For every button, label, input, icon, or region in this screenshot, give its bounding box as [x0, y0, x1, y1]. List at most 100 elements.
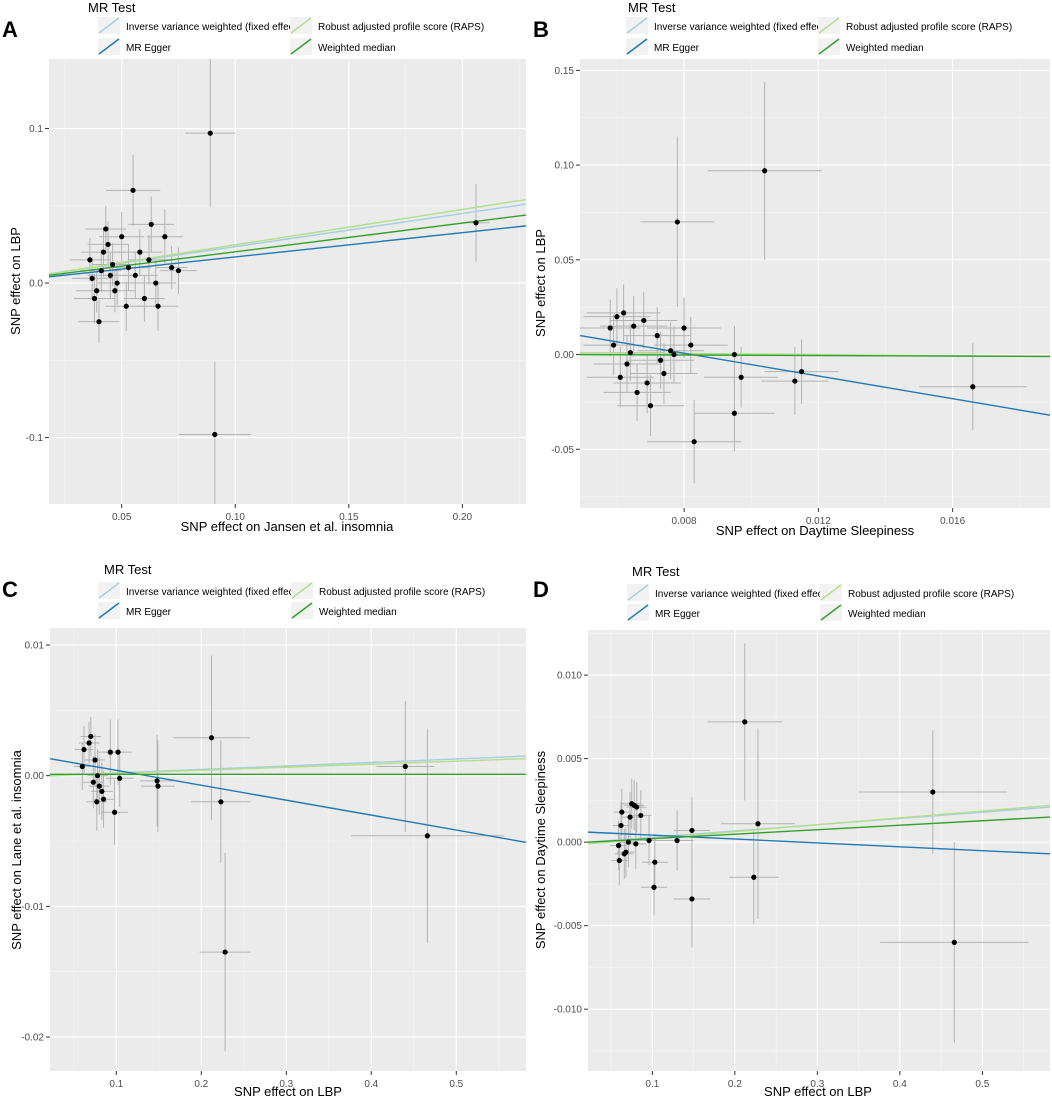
data-point: [617, 374, 623, 380]
data-point: [668, 348, 674, 354]
data-point: [930, 789, 936, 795]
data-point: [114, 280, 120, 286]
x-tick-label: 0.016: [940, 516, 965, 527]
legend-label-ivw: Inverse variance weighted (fixed effects…: [654, 22, 833, 33]
panel-label: B: [533, 17, 549, 42]
x-axis-label: SNP effect on Daytime Sleepiness: [716, 523, 915, 538]
data-point: [103, 226, 109, 232]
data-point: [222, 949, 228, 955]
legend-label-egger: MR Egger: [655, 609, 701, 620]
legend-swatch-wmedian: [820, 604, 842, 621]
legend-swatch-raps: [818, 17, 840, 34]
data-point: [625, 839, 632, 845]
fit-line-egger: [49, 757, 527, 844]
data-point: [615, 842, 622, 849]
data-point: [155, 303, 161, 309]
plot-area: [580, 59, 1050, 508]
fit-lines: [587, 804, 1051, 855]
fit-lines: [49, 755, 527, 844]
legend-swatch-raps: [291, 582, 313, 599]
data-point: [132, 272, 138, 278]
data-point: [81, 746, 87, 753]
data-point: [100, 249, 107, 255]
points: [607, 168, 976, 445]
x-tick-label: 0.2: [728, 1079, 742, 1090]
legend-swatch-wmedian: [291, 602, 313, 619]
data-point: [688, 342, 694, 348]
data-point: [762, 168, 768, 174]
y-tick-label: 0.00: [25, 771, 45, 782]
data-point: [110, 261, 116, 268]
x-tick-label: 0.10: [226, 512, 246, 523]
legend-title: MR Test: [632, 564, 680, 579]
data-point: [112, 809, 118, 815]
legend-label-ivw: Inverse variance weighted (fixed effects…: [126, 587, 305, 598]
x-axis: 0.008 0.012 0.016: [672, 508, 966, 527]
data-point: [137, 249, 143, 255]
data-point: [473, 220, 479, 226]
x-axis-label: SNP effect on Jansen et al. insomnia: [181, 519, 394, 534]
legend-label-egger: MR Egger: [126, 607, 172, 618]
data-point: [175, 268, 182, 274]
fit-line-raps: [48, 198, 527, 275]
data-point: [98, 268, 104, 274]
data-point: [146, 257, 152, 263]
data-point: [633, 841, 639, 847]
x-tick-label: 0.2: [194, 1079, 208, 1090]
legend-swatch-ivw: [98, 17, 120, 34]
data-point: [115, 749, 121, 755]
grid-minor: [49, 59, 526, 504]
y-tick-label: 0.01: [25, 640, 45, 651]
data-point: [130, 187, 136, 193]
data-point: [99, 788, 105, 794]
data-point: [91, 295, 98, 302]
data-point: [112, 288, 118, 294]
legend-label-wmedian: Weighted median: [318, 43, 396, 54]
panel-c: C MR Test Inverse variance weighted (fix…: [2, 562, 527, 1099]
y-tick-label: 0.15: [555, 66, 575, 77]
data-point: [153, 280, 159, 286]
points: [87, 130, 479, 438]
y-tick-label: -0.01: [21, 902, 44, 913]
x-axis: 0.1 0.2 0.3 0.4 0.5: [109, 1071, 464, 1090]
legend-swatch-egger: [98, 38, 120, 55]
x-tick-label: 0.1: [645, 1079, 659, 1090]
legend-swatch-egger: [627, 604, 649, 621]
panel-b: B MR Test Inverse variance weighted (fix…: [533, 0, 1051, 538]
x-tick-label: 0.5: [975, 1079, 989, 1090]
fit-line-ivw: [48, 203, 527, 275]
data-point: [162, 234, 168, 240]
grid-minor: [580, 59, 1050, 508]
data-point: [610, 342, 617, 348]
data-point: [117, 775, 123, 781]
legend-title: MR Test: [88, 0, 136, 15]
y-tick-label: 0.010: [557, 671, 582, 682]
x-tick-label: 0.4: [364, 1079, 378, 1090]
data-point: [148, 221, 154, 227]
data-point: [105, 241, 111, 248]
data-point: [92, 757, 98, 763]
y-axis-label: SNP effect on Lane et al. insomnia: [9, 749, 24, 949]
points: [79, 733, 430, 955]
points: [615, 719, 957, 945]
legend-title: MR Test: [628, 0, 676, 15]
data-point: [95, 773, 101, 779]
data-point: [674, 837, 680, 844]
y-tick-label: -0.005: [554, 921, 583, 932]
grid-major: [50, 628, 526, 1071]
data-point: [638, 812, 644, 819]
legend-swatch-ivw: [98, 582, 120, 599]
grid-major: [588, 630, 1050, 1071]
data-point: [212, 431, 218, 438]
x-tick-label: 0.20: [453, 512, 473, 523]
y-axis-label: SNP effect on LBP: [533, 229, 548, 337]
data-point: [681, 325, 687, 331]
panel-d: D MR Test Inverse variance weighted (fix…: [533, 564, 1051, 1099]
data-point: [619, 809, 625, 815]
data-point: [951, 939, 957, 945]
data-point: [154, 778, 160, 784]
x-axis-label: SNP effect on LBP: [234, 1084, 342, 1099]
data-point: [755, 821, 761, 827]
y-tick-label: 0.000: [557, 838, 582, 849]
